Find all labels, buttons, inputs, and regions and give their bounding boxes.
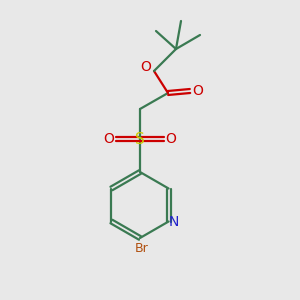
Text: Br: Br: [135, 242, 149, 256]
Text: O: O: [141, 60, 152, 74]
Text: O: O: [193, 84, 203, 98]
Text: N: N: [168, 214, 179, 229]
Text: S: S: [135, 131, 145, 146]
Text: O: O: [103, 132, 114, 146]
Text: O: O: [166, 132, 176, 146]
